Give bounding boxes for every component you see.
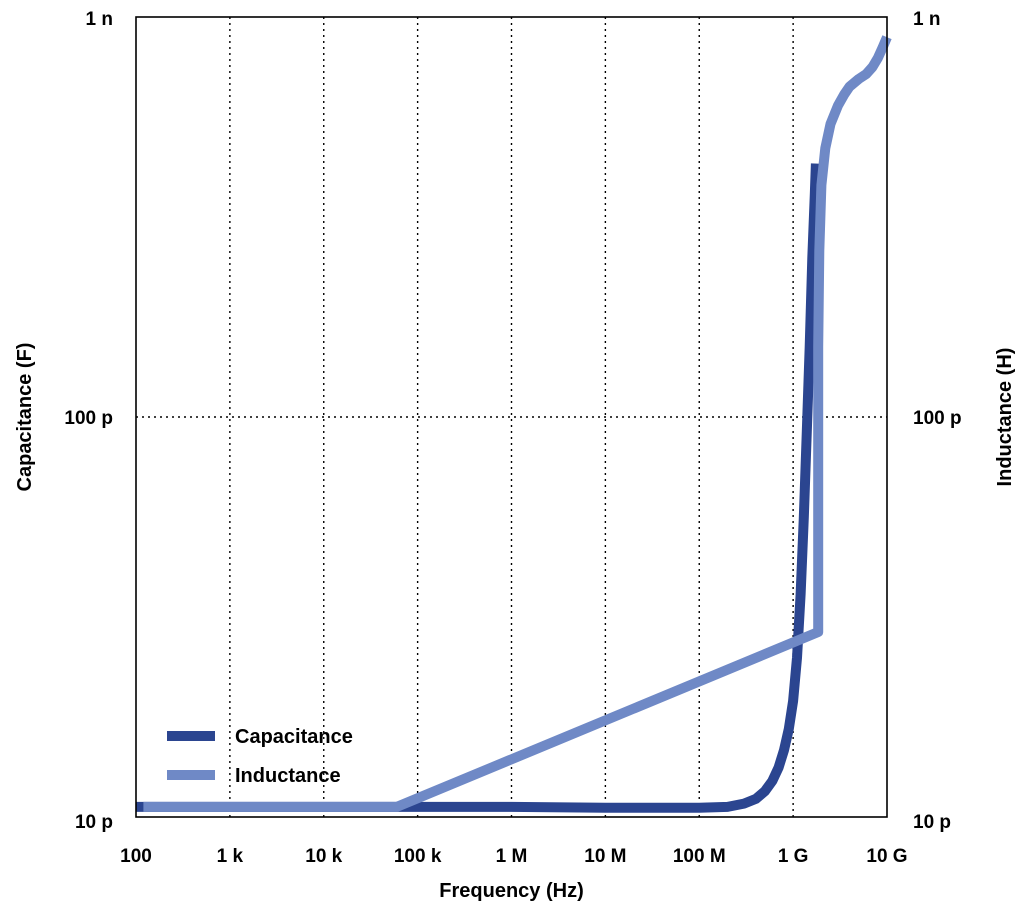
x-tick-label: 1 k: [217, 846, 244, 867]
y-axis-title-left: Capacitance (F): [14, 343, 36, 492]
y-tick-label-right: 100 p: [913, 408, 962, 429]
x-tick-label: 1 G: [778, 846, 809, 867]
y-tick-label-left: 1 n: [86, 9, 113, 30]
y-tick-label-left: 10 p: [75, 812, 113, 833]
x-tick-label: 100: [120, 846, 152, 867]
x-tick-label: 100 M: [673, 846, 726, 867]
x-axis-title: Frequency (Hz): [439, 880, 583, 902]
series-line-inductance: [143, 37, 887, 807]
grid-lines: [136, 17, 887, 817]
y-axis-title-right: Inductance (H): [994, 348, 1016, 487]
series-line-capacitance: [136, 164, 816, 808]
legend: Capacitance Inductance: [167, 726, 353, 787]
y-tick-label-left: 100 p: [64, 408, 113, 429]
x-tick-label: 10 M: [584, 846, 626, 867]
x-tick-label: 1 M: [496, 846, 528, 867]
y-tick-label-right: 1 n: [913, 9, 940, 30]
x-tick-label: 10 G: [866, 846, 907, 867]
series-lines: [136, 37, 887, 808]
x-tick-label: 10 k: [305, 846, 342, 867]
legend-label-inductance: Inductance: [235, 765, 341, 787]
y-tick-label-right: 10 p: [913, 812, 951, 833]
legend-label-capacitance: Capacitance: [235, 726, 353, 748]
x-tick-label: 100 k: [394, 846, 442, 867]
